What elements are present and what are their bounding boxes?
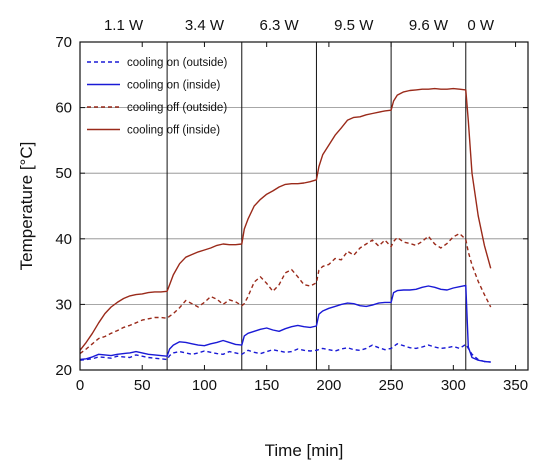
- legend: cooling on (outside) cooling on (inside) c…: [87, 57, 228, 137]
- phase-label: 6.3 W: [260, 17, 300, 34]
- series-line-1: [79, 343, 491, 363]
- series-lines: [79, 87, 492, 363]
- y-tick-label: 70: [55, 34, 72, 51]
- series-line-3: [79, 232, 492, 355]
- phase-labels: 1.1 W 3.4 W 6.3 W 9.5 W 9.6 W 0 W: [104, 17, 495, 34]
- phase-label: 1.1 W: [104, 17, 144, 34]
- y-tick-label: 30: [55, 296, 72, 313]
- x-tick-label: 300: [441, 377, 466, 394]
- legend-label: cooling on (inside): [127, 80, 221, 92]
- x-tick-label: 350: [503, 377, 528, 394]
- legend-label: cooling off (outside): [127, 102, 227, 114]
- x-tick-label: 250: [379, 377, 404, 394]
- grid-lines: [80, 107, 528, 305]
- x-tick-label: 100: [192, 377, 217, 394]
- x-tick-label: 150: [254, 377, 279, 394]
- phase-label: 3.4 W: [185, 17, 225, 34]
- y-axis-title: Temperature [°C]: [17, 142, 36, 271]
- y-tick-label: 40: [55, 231, 72, 248]
- y-tick-label: 50: [55, 165, 72, 182]
- phase-label: 9.6 W: [409, 17, 449, 34]
- series-line-4: [79, 87, 492, 351]
- y-tick-label: 60: [55, 100, 72, 117]
- plot-frame: [79, 41, 529, 371]
- y-tick-label: 20: [55, 362, 72, 379]
- x-axis-title: Time [min]: [265, 441, 344, 460]
- phase-label: 0 W: [467, 17, 495, 34]
- axis-ticks: 0 50 100 150 200 250 300 350 20 30 40 50 60 70: [55, 34, 528, 394]
- phase-boundaries: [166, 42, 467, 370]
- x-tick-label: 0: [76, 377, 84, 394]
- series-line-2: [79, 284, 491, 363]
- phase-label: 9.5 W: [334, 17, 374, 34]
- legend-label: cooling off (inside): [127, 125, 220, 137]
- legend-label: cooling on (outside): [127, 57, 228, 69]
- x-tick-label: 200: [316, 377, 341, 394]
- x-tick-label: 50: [134, 377, 151, 394]
